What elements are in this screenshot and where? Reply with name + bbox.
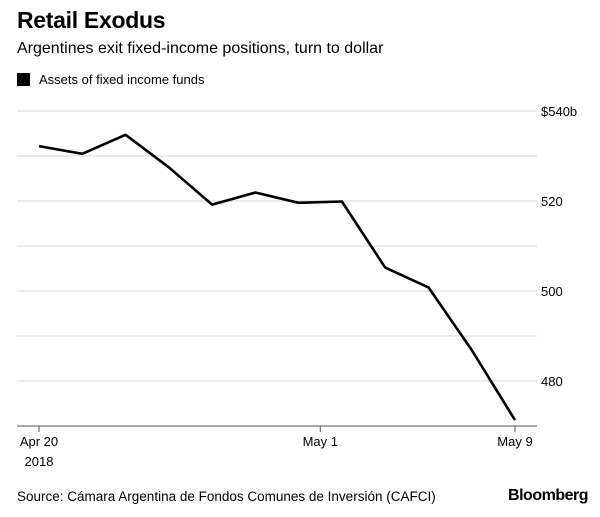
chart-title: Retail Exodus	[17, 7, 166, 33]
source-note: Source: Cámara Argentina de Fondos Comun…	[17, 489, 436, 504]
y-tick-label: 480	[541, 374, 563, 389]
chart-subtitle: Argentines exit fixed-income positions, …	[17, 40, 384, 57]
series-line	[38, 133, 517, 421]
legend-label: Assets of fixed income funds	[39, 72, 205, 87]
y-tick-label: 500	[541, 284, 563, 299]
y-tick-label: 520	[541, 194, 563, 209]
x-tick-label: Apr 20	[20, 434, 58, 449]
bloomberg-logo: Bloomberg	[508, 487, 588, 504]
x-tick-label: May 1	[303, 434, 338, 449]
legend-swatch	[17, 73, 30, 86]
y-tick-label: $540b	[541, 104, 577, 119]
legend: Assets of fixed income funds	[17, 72, 204, 87]
x-tick-sublabel: 2018	[25, 454, 54, 469]
x-tick-label: May 9	[497, 434, 532, 449]
